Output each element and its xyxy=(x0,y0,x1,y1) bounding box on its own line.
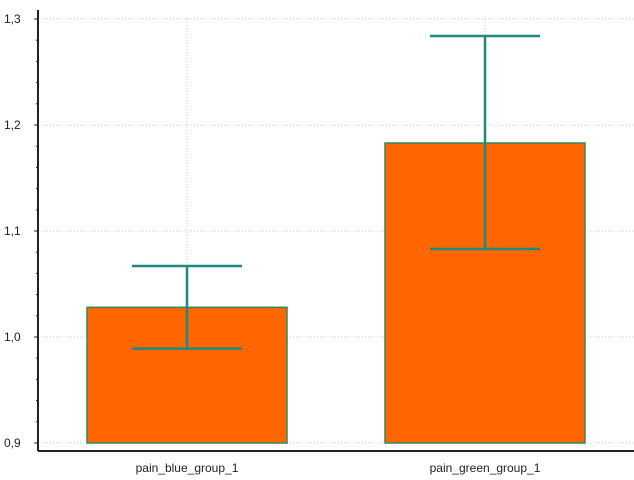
y-tick-label: 0,9 xyxy=(4,436,21,450)
y-tick-label: 1,2 xyxy=(4,118,21,132)
y-tick-label: 1,3 xyxy=(4,12,21,26)
x-labels-group: pain_blue_group_1 pain_green_group_1 xyxy=(136,461,541,475)
error-bars-group xyxy=(132,34,540,350)
bars-group xyxy=(86,142,586,444)
y-tick-label: 1,0 xyxy=(4,330,21,344)
x-category-label: pain_green_group_1 xyxy=(430,461,541,475)
y-ticks-group: 0,9 1,0 1,1 1,2 1,3 xyxy=(4,12,38,450)
y-tick-label: 1,1 xyxy=(4,224,21,238)
x-category-label: pain_blue_group_1 xyxy=(136,461,239,475)
